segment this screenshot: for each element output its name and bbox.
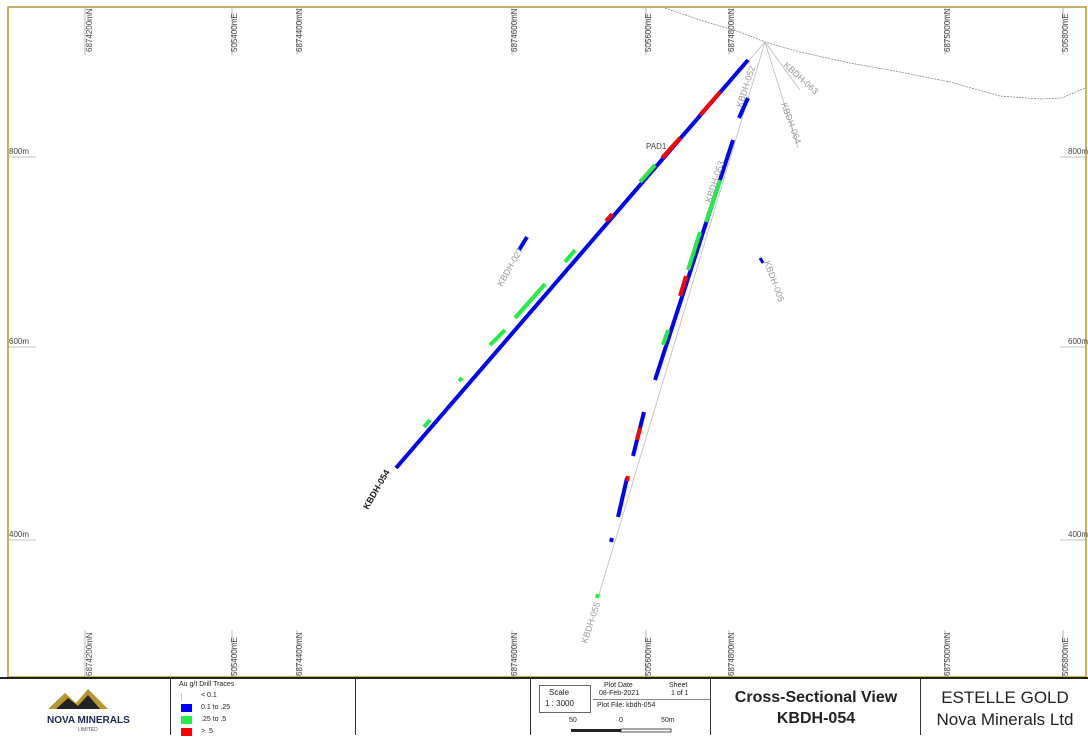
view-title: Cross-Sectional View	[734, 689, 898, 706]
scale-box	[539, 685, 591, 713]
scale-bar	[571, 728, 672, 733]
grid-label: 6874800mN	[727, 632, 736, 676]
grid-labels-bottom: 6874200mN 505400mE 6874400mN 6874600mN 5…	[85, 632, 1070, 676]
rl-label: 400m	[1068, 530, 1088, 539]
company-name: NOVA MINERALS	[47, 715, 130, 726]
legend-swatch	[181, 704, 192, 712]
scale-bar-mid: 0	[619, 717, 623, 724]
grid-label: 505400mE	[230, 13, 239, 52]
pad-label: PAD1	[646, 142, 667, 151]
grid-label: 6874800mN	[727, 8, 736, 52]
grid-label: 6874600mN	[510, 632, 519, 676]
sheet-label: Sheet	[669, 682, 688, 689]
grid-label: 505400mE	[230, 637, 239, 676]
grid-label: 6874200mN	[85, 632, 94, 676]
project-company: Nova Minerals Ltd	[936, 710, 1074, 729]
grid-label: 505600mE	[644, 637, 653, 676]
grid-label: 6875000mN	[943, 8, 952, 52]
sheet-value: 1 of 1	[671, 690, 689, 697]
grid-label: 6874400mN	[295, 8, 304, 52]
logo-cell: NOVA MINERALS LIMITED	[0, 679, 170, 735]
grid-labels-top: 6874200mN 505400mE 6874400mN 6874600mN 5…	[85, 8, 1070, 52]
topography-line	[664, 7, 1087, 100]
map-frame	[7, 6, 1087, 678]
project-name: ESTELLE GOLD	[941, 688, 1069, 707]
rl-label: 600m	[9, 337, 29, 346]
rl-label: 400m	[9, 530, 29, 539]
title-block: NOVA MINERALS LIMITED Au g/t Drill Trace…	[0, 677, 1088, 736]
drill-trace-kbdh-005	[758, 257, 765, 264]
divider	[593, 699, 711, 700]
nova-minerals-logo	[48, 689, 108, 709]
title-cell: Cross-Sectional View KBDH-054	[710, 679, 920, 735]
scale-cell: Scale 1 : 3000 Plot Date 08-Feb-2021 She…	[530, 679, 711, 735]
rl-label: 800m	[1068, 147, 1088, 156]
scale-value: 1 : 3000	[545, 699, 574, 708]
legend-title: Au g/t Drill Traces	[179, 681, 235, 688]
blank-cell	[355, 679, 530, 735]
legend-label: < 0.1	[201, 692, 217, 699]
grid-label: 6874600mN	[510, 8, 519, 52]
grid-label: 6874200mN	[85, 8, 94, 52]
rl-label: 800m	[9, 147, 29, 156]
company-sub: LIMITED	[78, 727, 98, 733]
grid-label: 6875000mN	[943, 632, 952, 676]
scale-bar-right: 50m	[661, 717, 675, 724]
grid-label: 505600mE	[644, 13, 653, 52]
scale-label: Scale	[549, 688, 570, 697]
rl-label: 600m	[1068, 337, 1088, 346]
plot-date: 08-Feb-2021	[599, 690, 640, 697]
grid-ticks	[8, 7, 1086, 677]
project-cell: ESTELLE GOLD Nova Minerals Ltd	[920, 679, 1088, 735]
legend-label: .25 to .5	[201, 716, 227, 723]
drill-trace-kbdh-027	[517, 235, 529, 252]
plot-date-label: Plot Date	[604, 682, 633, 689]
legend-label: > .5	[201, 728, 213, 735]
drill-trace-kbdh-054	[394, 58, 750, 470]
scale-bar-left: 50	[569, 717, 577, 724]
legend-swatch	[181, 728, 192, 736]
plot-file: Plot File: kbdh-054	[597, 702, 656, 709]
drill-trace-kbdh-055	[595, 97, 750, 599]
grid-label: 6874400mN	[295, 632, 304, 676]
legend: Au g/t Drill Traces < 0.1 0.1 to .25 .25…	[170, 679, 355, 736]
grid-label: 505800mE	[1061, 13, 1070, 52]
view-hole-id: KBDH-054	[776, 710, 856, 727]
legend-label: 0.1 to .25	[201, 704, 231, 711]
rl-labels: 800m 600m 400m 800m 600m 400m	[9, 147, 1088, 539]
legend-swatch	[181, 716, 192, 724]
grid-label: 505800mE	[1061, 637, 1070, 676]
legend-swatch	[181, 693, 182, 701]
